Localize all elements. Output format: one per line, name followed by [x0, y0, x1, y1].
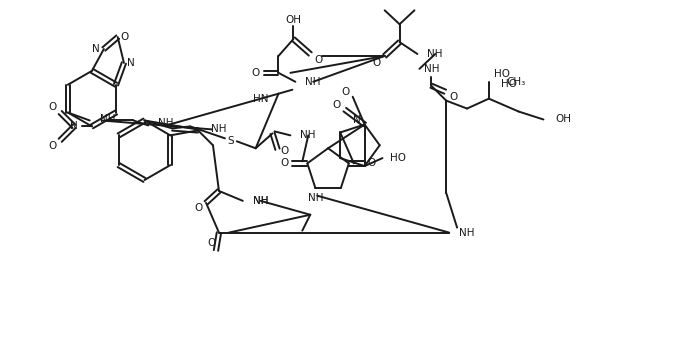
- Text: O: O: [194, 203, 202, 213]
- Text: NH: NH: [308, 193, 323, 203]
- Text: O: O: [280, 146, 288, 156]
- Text: O: O: [368, 158, 376, 168]
- Text: O: O: [48, 102, 56, 111]
- Text: S: S: [227, 136, 234, 146]
- Text: NH: NH: [427, 49, 443, 59]
- Text: O: O: [449, 91, 458, 102]
- Text: NH: NH: [158, 118, 174, 129]
- Text: HO: HO: [390, 153, 406, 163]
- Text: HN: HN: [253, 94, 269, 104]
- Text: O: O: [314, 55, 323, 65]
- Text: O: O: [342, 87, 350, 97]
- Text: NH: NH: [211, 125, 227, 134]
- Text: O: O: [373, 58, 381, 68]
- Text: NH: NH: [300, 130, 316, 140]
- Text: N: N: [127, 58, 135, 68]
- Text: NH: NH: [459, 228, 475, 238]
- Text: NH: NH: [253, 196, 269, 206]
- Text: HO: HO: [494, 69, 510, 79]
- Text: NH: NH: [253, 196, 269, 206]
- Text: CH₃: CH₃: [507, 77, 526, 87]
- Text: O: O: [251, 68, 260, 78]
- Text: N: N: [70, 122, 78, 131]
- Text: N: N: [92, 44, 100, 54]
- Text: O: O: [280, 158, 288, 168]
- Text: N: N: [353, 115, 360, 125]
- Text: O: O: [121, 32, 129, 42]
- Text: NH: NH: [423, 64, 439, 74]
- Text: NH: NH: [99, 114, 115, 125]
- Text: OH: OH: [286, 15, 301, 25]
- Text: OH: OH: [556, 114, 571, 125]
- Text: O: O: [48, 141, 56, 151]
- Text: O: O: [207, 237, 215, 248]
- Text: NH: NH: [306, 77, 321, 87]
- Text: O: O: [333, 100, 341, 110]
- Text: HO: HO: [501, 79, 516, 89]
